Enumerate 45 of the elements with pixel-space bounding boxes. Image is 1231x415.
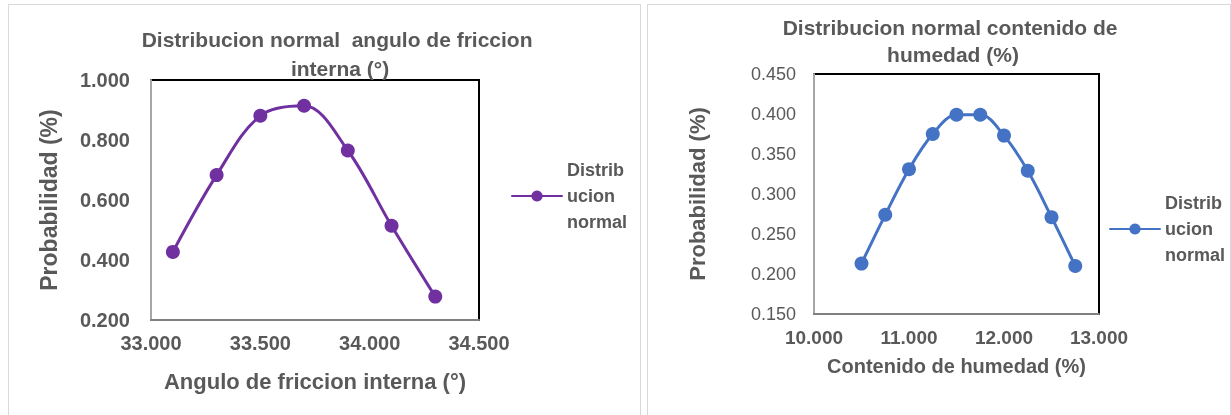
point <box>297 98 312 113</box>
legend-label: Distribucion normal <box>567 160 628 232</box>
y-tick-label: 0.300 <box>750 184 796 204</box>
y-tick-label: 0.400 <box>750 104 796 124</box>
point <box>854 256 869 271</box>
point <box>949 107 964 122</box>
y-tick-label: 1.000 <box>79 69 130 91</box>
x-tick-label: 13.000 <box>1069 327 1129 348</box>
x-tick-label: 33.500 <box>229 332 291 354</box>
point <box>973 107 988 122</box>
x-tick-label: 33.000 <box>120 332 182 354</box>
y-tick-label: 0.150 <box>750 304 796 324</box>
x-tick-label: 34.000 <box>339 332 401 354</box>
y-tick-label: 0.350 <box>750 144 796 164</box>
chart-title: Distribucion normal contenido de humedad (%) <box>782 16 1124 66</box>
point <box>1044 210 1059 225</box>
x-tick-label: 12.000 <box>974 327 1034 348</box>
y-axis-title: Probabilidad (%) <box>35 109 62 291</box>
point <box>209 168 224 183</box>
point <box>253 108 268 123</box>
x-tick-label: 10.000 <box>784 327 844 348</box>
y-tick-label: 0.200 <box>750 264 796 284</box>
point <box>997 128 1011 143</box>
point <box>925 127 940 141</box>
x-tick-label: 11.000 <box>880 327 938 348</box>
x-axis-title: Contenido de humedad (%) <box>827 355 1086 377</box>
chart-title: Distribucion normal angulo de friccion interna (°) <box>141 28 539 80</box>
point <box>165 244 180 259</box>
legend-label: Distribucion normal <box>1165 193 1226 265</box>
point <box>384 218 399 233</box>
point <box>340 143 355 158</box>
point <box>1068 259 1083 273</box>
point <box>428 289 443 304</box>
point <box>878 207 893 222</box>
y-tick-label: 0.450 <box>750 64 796 84</box>
x-tick-label: 34.500 <box>448 332 510 354</box>
y-tick-label: 0.600 <box>79 189 130 211</box>
x-axis-title: Angulo de friccion interna (°) <box>163 368 467 394</box>
y-tick-label: 0.800 <box>79 129 130 151</box>
point <box>1020 163 1035 178</box>
y-axis-title: Probabilidad (%) <box>684 107 710 281</box>
point <box>902 162 916 177</box>
y-tick-label: 0.400 <box>79 249 130 271</box>
y-tick-label: 0.200 <box>79 309 130 331</box>
y-tick-label: 0.250 <box>750 224 796 244</box>
